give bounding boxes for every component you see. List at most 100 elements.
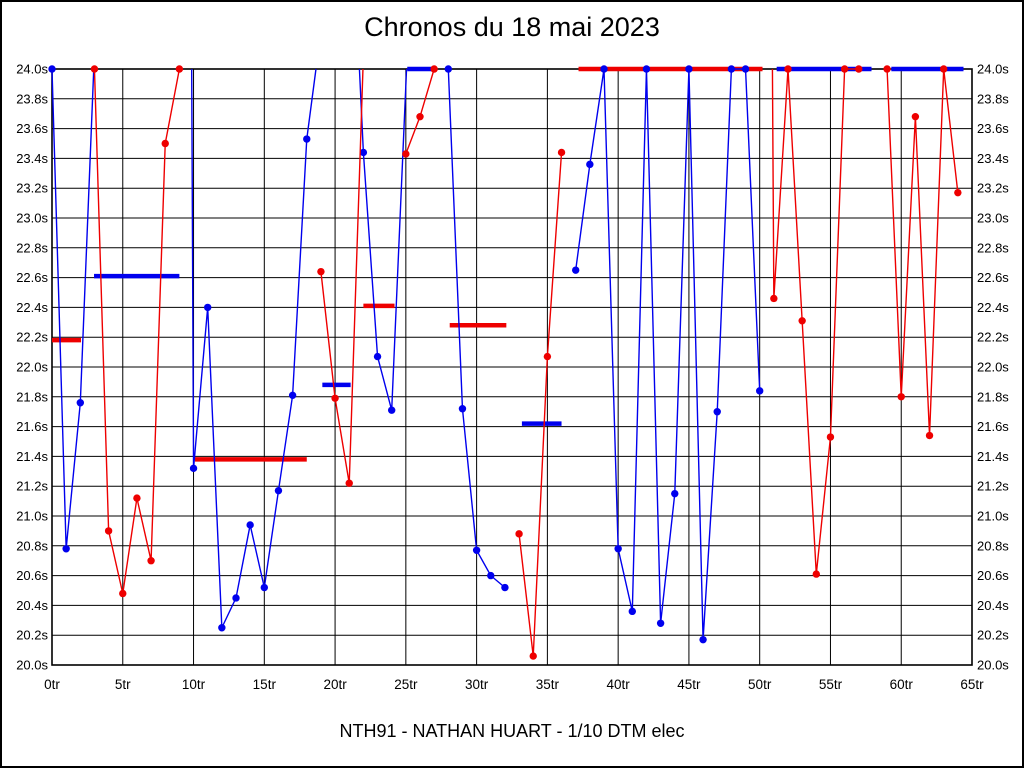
red-run-lap-point xyxy=(133,494,141,502)
x-axis-label: 60tr xyxy=(890,677,914,692)
y-axis-label-right: 22.8s xyxy=(977,240,1009,255)
red-run-lap-point xyxy=(798,317,806,325)
red-run-lap-point xyxy=(840,65,849,73)
y-axis-label-right: 22.2s xyxy=(977,330,1009,345)
x-axis-label: 25tr xyxy=(394,677,418,692)
x-axis-label: 20tr xyxy=(323,677,347,692)
red-run-lap-point xyxy=(402,150,410,158)
plot-frame xyxy=(51,68,973,666)
red-run-lap-point xyxy=(897,393,905,401)
y-axis-label-left: 23.0s xyxy=(16,211,48,226)
blue-run-lap-point xyxy=(755,387,764,395)
y-axis-label-right: 22.4s xyxy=(977,300,1009,315)
red-run-lap-point xyxy=(826,433,835,441)
y-axis-label-right: 20.6s xyxy=(977,568,1009,583)
blue-run-lap-point xyxy=(288,391,297,400)
red-run-lap-point xyxy=(939,65,948,73)
blue-run-lap-point xyxy=(741,65,750,73)
blue-run-lap-point xyxy=(303,135,311,143)
red-run-line xyxy=(518,152,563,657)
x-axis-label: 65tr xyxy=(960,677,984,692)
red-run-lap-point xyxy=(925,431,934,440)
chart-title: Chronos du 18 mai 2023 xyxy=(364,12,660,42)
blue-run-lap-point xyxy=(48,65,56,73)
blue-run-lap-point xyxy=(642,65,651,73)
blue-run-line xyxy=(51,68,95,549)
red-run-lap-point xyxy=(175,65,184,73)
x-axis-label: 40tr xyxy=(607,677,631,692)
y-axis-label-right: 23.6s xyxy=(977,121,1009,136)
red-run-lap-point xyxy=(430,65,438,73)
driver-label: NTH91 - NATHAN HUART - 1/10 DTM elec xyxy=(339,721,685,741)
red-run-lap-point xyxy=(529,652,537,660)
blue-run-lap-point xyxy=(487,571,495,580)
red-run-lap-point xyxy=(331,394,339,402)
blue-run-lap-point xyxy=(501,583,509,592)
y-axis-label-left: 21.6s xyxy=(16,419,48,434)
x-axis-label: 35tr xyxy=(536,677,560,692)
blue-run-lap-point xyxy=(614,545,622,553)
y-axis-label-right: 21.2s xyxy=(977,479,1009,494)
y-axis-label-right: 22.0s xyxy=(977,360,1009,375)
red-run-lap-point xyxy=(416,112,424,121)
y-axis-label-left: 20.8s xyxy=(16,538,48,553)
y-axis-label-right: 20.2s xyxy=(977,628,1009,643)
y-axis-label-right: 23.8s xyxy=(977,91,1009,106)
blue-run-lap-point xyxy=(671,489,679,498)
y-axis-label-left: 21.4s xyxy=(16,449,48,464)
y-axis-label-left: 22.6s xyxy=(16,270,48,285)
red-run-lap-point xyxy=(911,112,920,121)
red-run-lap-point xyxy=(119,589,127,598)
y-axis-label-left: 21.0s xyxy=(16,509,48,524)
blue-run-line xyxy=(190,68,317,629)
red-run-line xyxy=(320,68,364,484)
blue-run-lap-point xyxy=(189,464,198,473)
y-axis-label-left: 23.8s xyxy=(16,91,48,106)
y-axis-label-left: 20.2s xyxy=(16,628,48,643)
blue-run-lap-point xyxy=(76,399,85,407)
x-axis-label: 5tr xyxy=(115,677,131,692)
red-run-lap-point xyxy=(557,148,566,157)
y-axis-label-left: 21.8s xyxy=(16,389,48,404)
blue-run-lap-point xyxy=(203,303,212,312)
blue-run-lap-point xyxy=(571,266,580,274)
y-axis-label-right: 24.0s xyxy=(977,62,1009,77)
red-run-lap-point xyxy=(812,570,821,578)
blue-run-line xyxy=(358,68,408,411)
blue-run-lap-point xyxy=(472,546,481,554)
y-axis-label-left: 20.4s xyxy=(16,598,48,613)
y-axis-label-left: 20.0s xyxy=(16,658,48,673)
x-axis-label: 10tr xyxy=(182,677,206,692)
y-axis-label-right: 21.0s xyxy=(977,509,1009,524)
x-axis-label: 55tr xyxy=(819,677,843,692)
x-axis-label: 0tr xyxy=(44,677,60,692)
y-axis-label-right: 23.2s xyxy=(977,181,1009,196)
blue-run-lap-point xyxy=(62,545,70,553)
blue-run-lap-point xyxy=(600,65,608,73)
red-run-lap-point xyxy=(855,65,863,73)
blue-run-lap-point xyxy=(685,65,693,73)
blue-run-lap-point xyxy=(218,624,226,632)
x-axis-label: 45tr xyxy=(677,677,701,692)
blue-run-lap-point xyxy=(246,521,254,529)
y-axis-label-right: 21.8s xyxy=(977,389,1009,404)
y-axis-label-right: 20.0s xyxy=(977,658,1009,673)
red-run-line xyxy=(93,68,181,594)
blue-run-lap-point xyxy=(713,408,721,416)
red-run-lap-point xyxy=(147,557,155,565)
red-run-lap-point xyxy=(543,352,552,361)
blue-run-line xyxy=(574,68,761,640)
y-axis-label-left: 23.4s xyxy=(16,151,48,166)
red-run-lap-point xyxy=(345,479,353,487)
y-axis-label-right: 22.6s xyxy=(977,270,1009,285)
blue-run-lap-point xyxy=(458,405,467,413)
y-axis-label-left: 24.0s xyxy=(16,62,48,77)
red-run-line xyxy=(771,68,859,575)
red-run-lap-point xyxy=(883,65,891,73)
blue-run-lap-point xyxy=(387,406,396,414)
red-run-lap-point xyxy=(104,527,113,535)
y-axis-label-right: 23.0s xyxy=(977,211,1009,226)
blue-run-lap-point xyxy=(586,160,594,169)
